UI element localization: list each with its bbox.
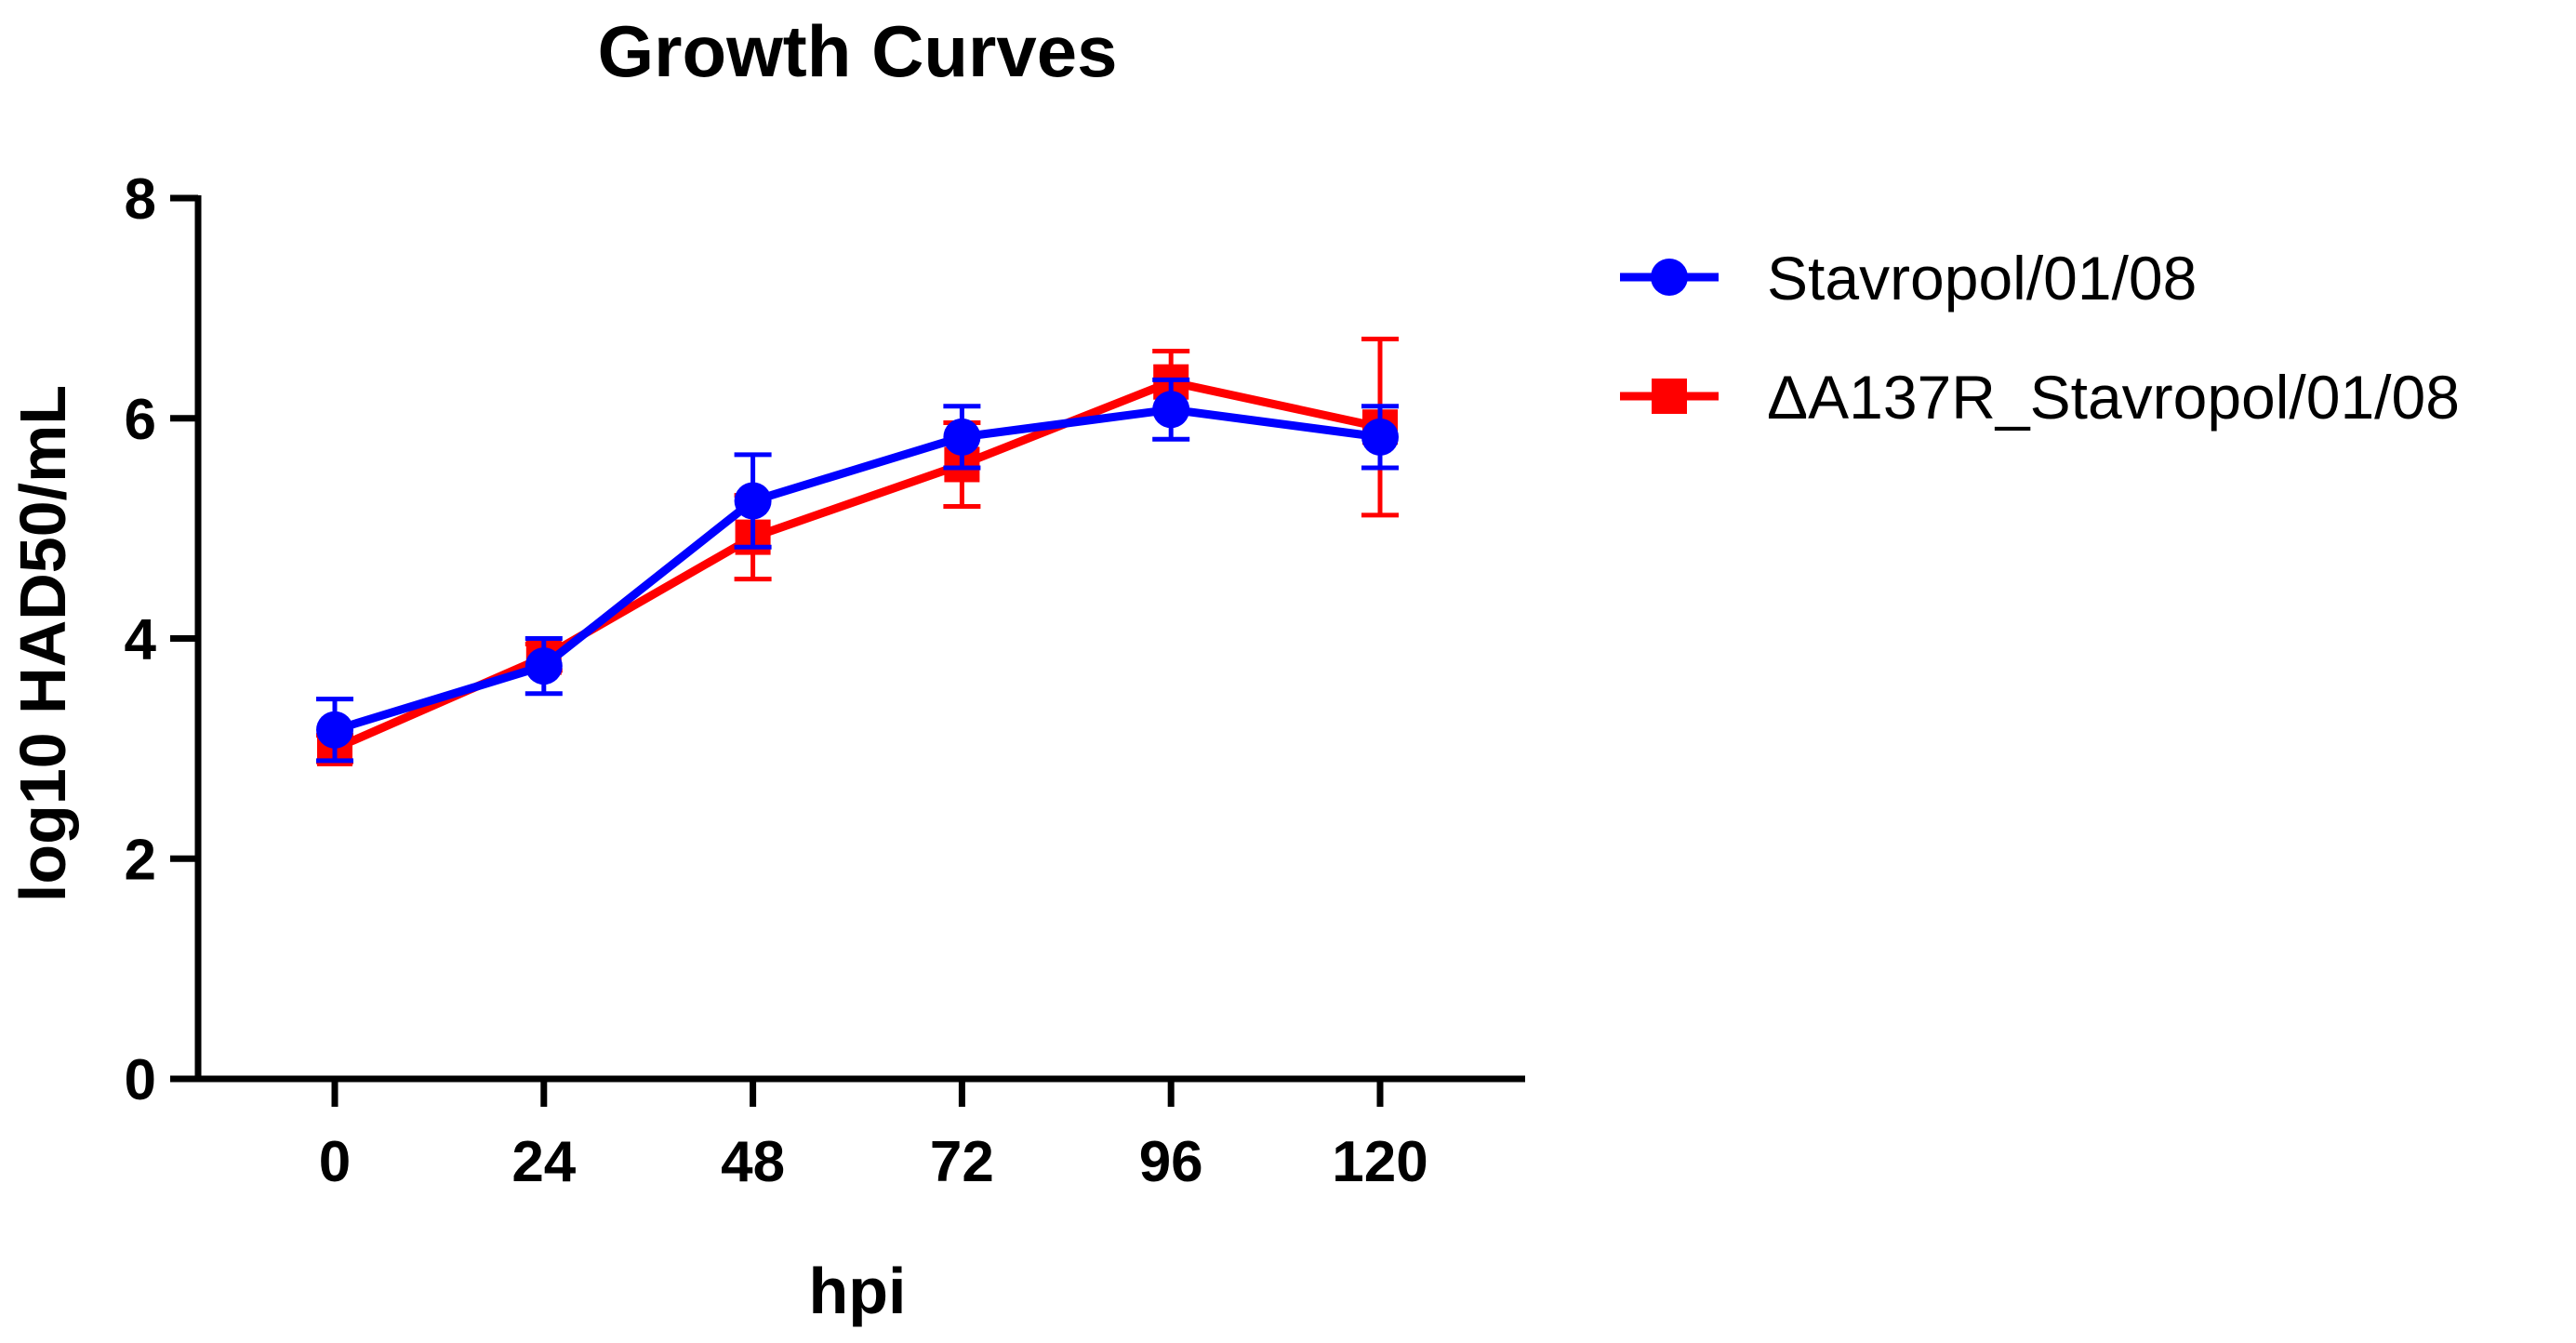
y-tick-label: 8 — [125, 167, 156, 232]
series-layer — [316, 337, 1399, 766]
legend-marker — [1651, 259, 1688, 296]
series-circle — [316, 377, 1399, 764]
chart-title: Growth Curves — [597, 10, 1117, 92]
y-tick-label: 2 — [125, 828, 156, 892]
data-point — [1152, 391, 1190, 429]
data-point — [316, 711, 353, 749]
x-axis-label: hpi — [809, 1255, 907, 1327]
x-tick-label: 120 — [1332, 1130, 1427, 1194]
legend-marker — [1652, 379, 1687, 414]
series-line — [333, 378, 1381, 752]
y-tick-label: 4 — [125, 608, 157, 672]
y-axis-label: log10 HAD50/mL — [7, 385, 79, 902]
series-square — [316, 337, 1399, 766]
y-tick-label: 0 — [125, 1048, 156, 1112]
legend-label: Stavropol/01/08 — [1767, 244, 2197, 312]
y-tick-label: 6 — [125, 388, 156, 452]
legend: Stavropol/01/08 ΔA137R_Stavropol/01/08 — [1620, 244, 2460, 432]
series-line — [333, 405, 1381, 735]
data-point — [734, 482, 772, 520]
data-point — [524, 647, 563, 685]
x-tick-label: 0 — [319, 1130, 351, 1194]
legend-label: ΔA137R_Stavropol/01/08 — [1767, 363, 2460, 432]
x-tick-label: 96 — [1139, 1130, 1203, 1194]
x-tick-label: 24 — [511, 1130, 576, 1194]
data-point — [943, 418, 981, 456]
x-tick-label: 72 — [930, 1130, 994, 1194]
x-tick-label: 48 — [721, 1130, 785, 1194]
data-point — [1361, 418, 1399, 456]
